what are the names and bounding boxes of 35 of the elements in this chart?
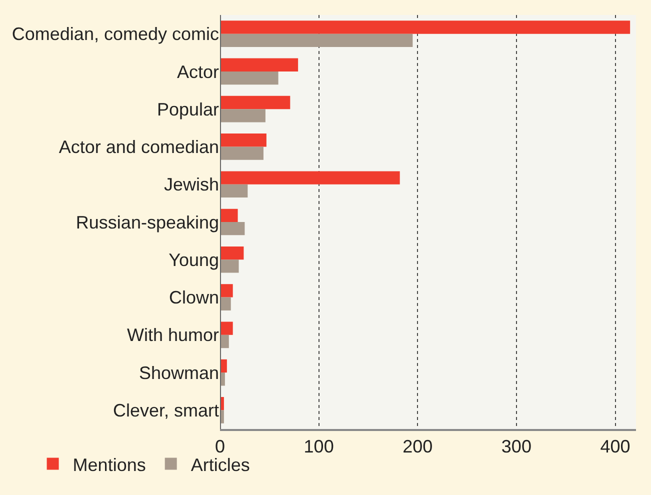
y-tick-label: Actor	[176, 62, 219, 82]
x-tick-label: 200	[402, 436, 433, 457]
bar	[220, 297, 231, 310]
bar	[220, 58, 298, 72]
bar	[220, 71, 278, 85]
y-tick-label: Jewish	[164, 174, 219, 195]
bar	[220, 208, 238, 222]
y-tick-label: Young	[168, 250, 219, 270]
y-tick-label: Showman	[138, 362, 219, 383]
x-tick-label: 400	[600, 436, 630, 457]
legend-label: Articles	[190, 454, 250, 475]
bar	[220, 134, 266, 147]
bar	[220, 284, 233, 298]
bar	[220, 260, 239, 273]
x-tick-label: 100	[304, 436, 334, 457]
x-tick-label: 300	[501, 436, 532, 457]
bar	[220, 96, 290, 110]
bar	[220, 20, 630, 34]
y-tick-label: Popular	[156, 99, 219, 120]
bar	[220, 146, 264, 160]
bar	[220, 246, 244, 260]
bar	[220, 184, 248, 198]
y-tick-label: Comedian, comedy comic	[12, 24, 219, 44]
legend-label: Mentions	[72, 454, 146, 475]
bar	[220, 171, 400, 184]
bar	[220, 109, 266, 122]
x-tick-label: 0	[214, 436, 226, 457]
bar	[220, 34, 413, 47]
y-tick-label: Clown	[168, 288, 219, 308]
y-tick-label: Actor and comedian	[58, 137, 219, 158]
y-tick-label: Russian-speaking	[76, 212, 219, 232]
y-tick-label: With humor	[126, 325, 219, 346]
y-tick-label: Clever, smart	[112, 400, 219, 420]
bar	[220, 322, 233, 335]
bar	[220, 222, 245, 236]
